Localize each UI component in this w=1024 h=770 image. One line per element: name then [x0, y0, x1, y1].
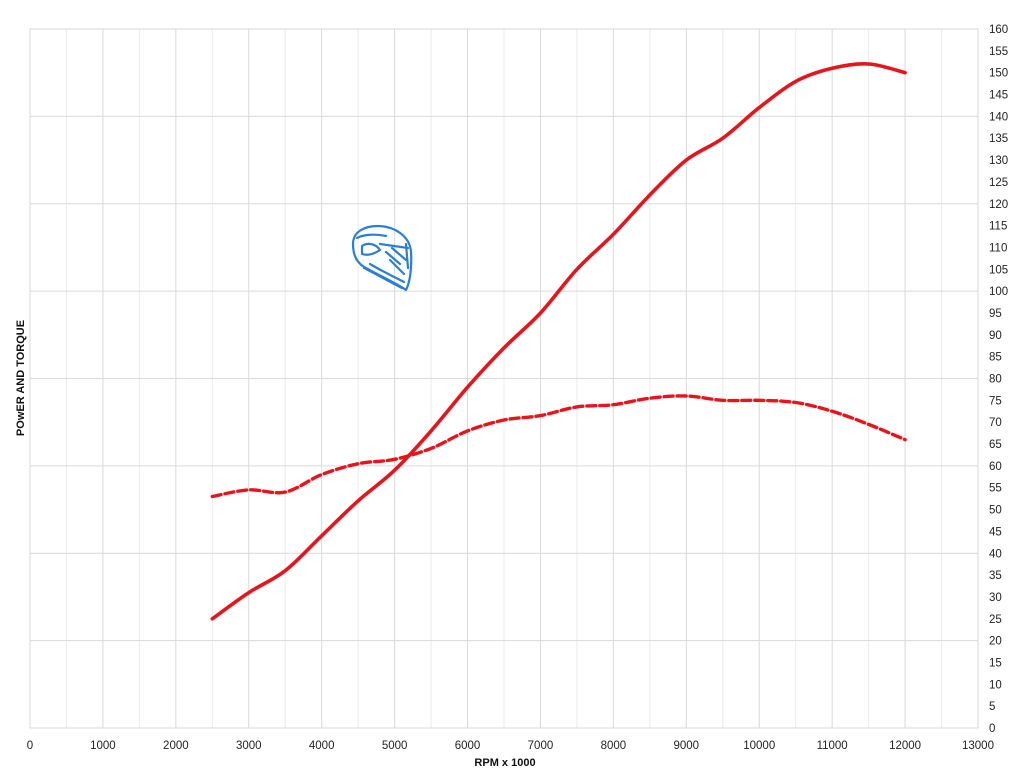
- x-axis-title: RPM x 1000: [474, 757, 535, 769]
- y-tick-label: 115: [989, 221, 1007, 233]
- y-axis-ticks: 0 5 10 15 20 25 30 35 40 45 50 55 60 65 70 75 80 85 90 95 10…: [989, 24, 1008, 735]
- y-tick-label: 25: [989, 614, 1002, 626]
- y-tick-label: 155: [989, 46, 1008, 58]
- x-tick-label: 2000: [163, 740, 189, 752]
- x-tick-label: 0: [27, 740, 33, 752]
- y-tick-label: 0: [989, 723, 995, 735]
- x-tick-label: 11000: [817, 740, 848, 752]
- y-tick-label: 125: [989, 177, 1008, 189]
- helmet-logo-icon: [351, 224, 413, 292]
- x-tick-label: 3000: [236, 740, 262, 752]
- y-tick-label: 110: [989, 242, 1007, 254]
- y-tick-label: 160: [989, 24, 1008, 36]
- y-tick-label: 145: [989, 90, 1008, 102]
- y-tick-label: 85: [989, 352, 1002, 364]
- y-tick-label: 100: [989, 286, 1008, 298]
- x-tick-label: 6000: [455, 740, 481, 752]
- y-tick-label: 105: [989, 264, 1008, 276]
- y-tick-label: 150: [989, 68, 1008, 80]
- y-tick-label: 135: [989, 133, 1008, 145]
- y-tick-label: 15: [989, 657, 1002, 669]
- y-tick-label: 35: [989, 570, 1002, 582]
- y-tick-label: 40: [989, 548, 1002, 560]
- y-tick-label: 20: [989, 636, 1002, 648]
- x-tick-label: 1000: [90, 740, 116, 752]
- y-tick-label: 60: [989, 461, 1002, 473]
- y-tick-label: 65: [989, 439, 1002, 451]
- y-tick-label: 140: [989, 111, 1008, 123]
- y-tick-label: 10: [989, 679, 1002, 691]
- x-tick-label: 8000: [601, 740, 627, 752]
- x-tick-label: 9000: [674, 740, 700, 752]
- y-axis-title: POwER AND TORQUE: [15, 320, 27, 436]
- y-tick-label: 30: [989, 592, 1002, 604]
- y-tick-label: 75: [989, 395, 1002, 407]
- x-tick-label: 12000: [889, 740, 921, 752]
- grid: [29, 28, 979, 729]
- x-tick-label: 5000: [382, 740, 408, 752]
- x-tick-label: 10000: [743, 740, 775, 752]
- x-tick-label: 4000: [309, 740, 335, 752]
- y-tick-label: 130: [989, 155, 1008, 167]
- x-axis-ticks: 0 1000 2000 3000 4000 5000 6000 7000 8000 9000 100…: [27, 740, 994, 752]
- y-tick-label: 95: [989, 308, 1002, 320]
- y-tick-label: 80: [989, 374, 1002, 386]
- y-tick-label: 70: [989, 417, 1002, 429]
- y-tick-label: 5: [989, 701, 995, 713]
- y-tick-label: 55: [989, 483, 1002, 495]
- y-tick-label: 45: [989, 526, 1002, 538]
- series-group: [210, 62, 907, 621]
- y-tick-label: 120: [989, 199, 1008, 211]
- torque-series-line: [210, 394, 907, 499]
- power-series-line: [210, 62, 907, 621]
- x-tick-label: 13000: [962, 740, 994, 752]
- x-tick-label: 7000: [528, 740, 554, 752]
- y-tick-label: 50: [989, 505, 1002, 517]
- y-tick-label: 90: [989, 330, 1002, 342]
